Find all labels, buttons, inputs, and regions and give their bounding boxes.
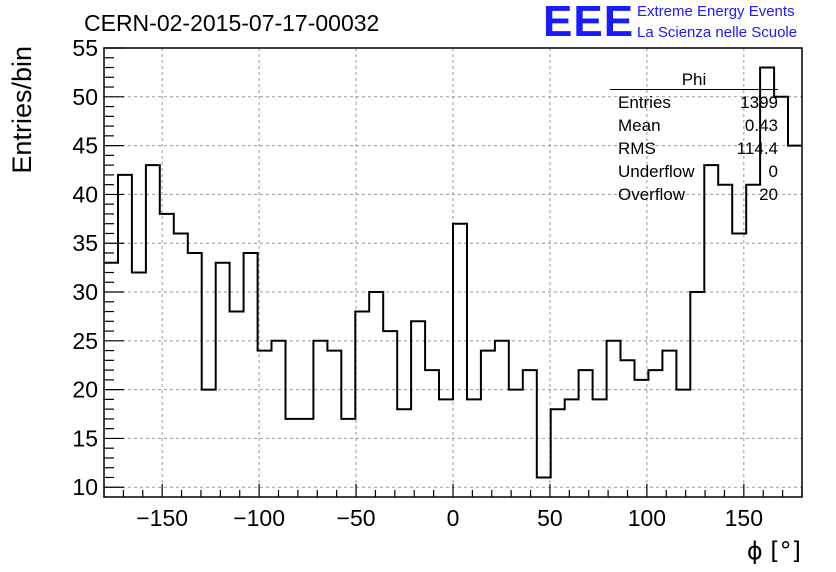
stats-row-mean: Mean 0.43 (610, 114, 778, 137)
y-tick-label: 10 (72, 474, 98, 500)
y-tick-label: 30 (72, 279, 98, 305)
y-tick-label: 45 (72, 133, 98, 159)
x-tick-label: 100 (628, 505, 666, 531)
stats-box-title: Phi (610, 70, 778, 91)
y-tick-label: 35 (72, 230, 98, 256)
axis-ticks (103, 47, 803, 497)
x-axis-label: ϕ [°] (747, 537, 801, 565)
x-tick-label: −100 (233, 505, 285, 531)
y-tick-label: 25 (72, 328, 98, 354)
y-tick-label: 15 (72, 425, 98, 451)
chart-title: CERN-02-2015-07-17-00032 (84, 10, 380, 36)
stats-label: Entries (618, 93, 671, 112)
stats-row-entries: Entries 1399 (610, 91, 778, 114)
y-axis-label: Entries/bin (7, 46, 37, 174)
x-tick-label: 0 (447, 505, 460, 531)
y-tick-label: 40 (72, 181, 98, 207)
histogram-series-line (104, 66, 802, 479)
y-tick-label: 55 (72, 35, 98, 61)
eee-logo-line-2: La Scienza nelle Scuole (637, 24, 798, 41)
stats-row-underflow: Underflow 0 (610, 160, 778, 183)
stats-value: 0 (768, 162, 778, 181)
axis-tick-labels: −150 −100 −50 0 50 100 150 10 15 20 25 30 35 40 45 50 55 (72, 35, 763, 531)
x-tick-label: −150 (136, 505, 188, 531)
y-tick-label: 20 (72, 377, 98, 403)
stats-row-rms: RMS 114.4 (610, 137, 778, 160)
stats-value: 20 (759, 185, 778, 204)
y-tick-label: 50 (72, 84, 98, 110)
x-tick-label: 150 (725, 505, 763, 531)
stats-value: 1399 (740, 93, 778, 112)
eee-logo-line-1: Extreme Energy Events (637, 3, 795, 20)
stats-value: 0.43 (744, 116, 778, 135)
eee-logo: EEE (543, 0, 635, 46)
stats-box: Phi Entries 1399 Mean 0.43 RMS 114.4 Underf… (610, 70, 778, 206)
stats-label: Underflow (618, 162, 695, 181)
stats-label: RMS (618, 139, 656, 158)
x-tick-label: 50 (537, 505, 563, 531)
stats-row-overflow: Overflow 20 (610, 183, 778, 206)
stats-label: Overflow (618, 185, 686, 204)
stats-label: Mean (618, 116, 661, 135)
x-tick-label: −50 (337, 505, 376, 531)
stats-value: 114.4 (736, 139, 778, 158)
